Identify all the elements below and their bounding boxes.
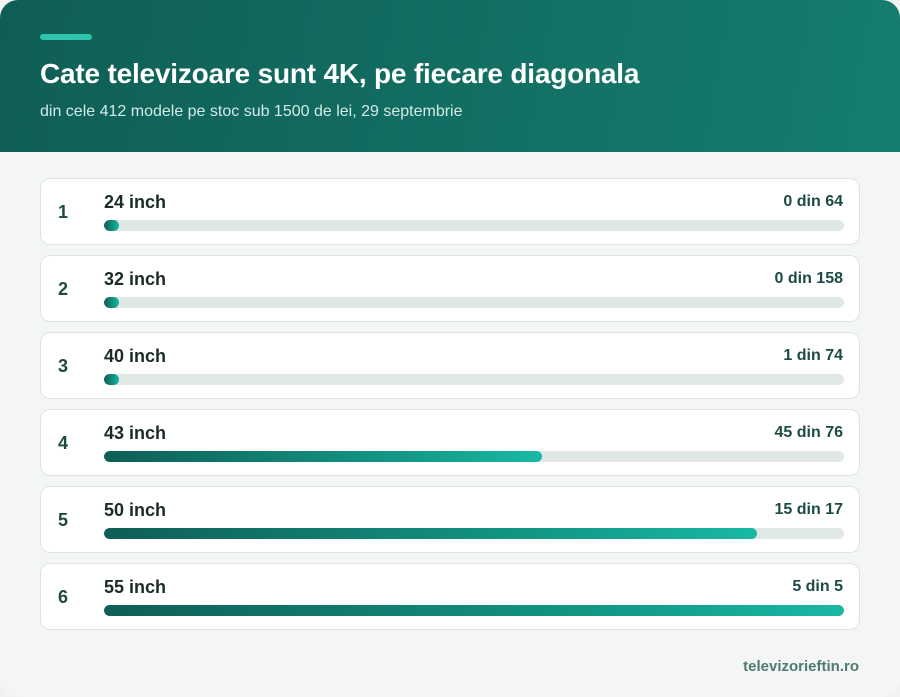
bar-track xyxy=(104,374,844,385)
source-label: televizorieftin.ro xyxy=(743,658,859,675)
category-label: 55 inch xyxy=(104,577,167,597)
value-label: 15 din 17 xyxy=(774,501,843,518)
bar-row: 5 50 inch 15 din 17 xyxy=(40,486,860,553)
header: Cate televizoare sunt 4K, pe fiecare dia… xyxy=(0,0,900,152)
rank-label: 2 xyxy=(58,279,69,299)
bar-track xyxy=(104,605,844,616)
bar-fill xyxy=(104,220,119,231)
value-label: 5 din 5 xyxy=(792,578,843,595)
bar-fill xyxy=(104,374,119,385)
value-label: 0 din 158 xyxy=(774,270,843,287)
bar-fill xyxy=(104,528,757,539)
category-label: 24 inch xyxy=(104,192,167,212)
rank-label: 6 xyxy=(58,587,69,607)
category-label: 43 inch xyxy=(104,423,167,443)
bar-row: 4 43 inch 45 din 76 xyxy=(40,409,860,476)
bar-row: 6 55 inch 5 din 5 xyxy=(40,563,860,630)
value-label: 0 din 64 xyxy=(783,193,843,210)
bar-fill xyxy=(104,605,844,616)
bar-row: 1 24 inch 0 din 64 xyxy=(40,178,860,245)
rank-label: 3 xyxy=(58,356,69,376)
bar-track xyxy=(104,451,844,462)
rank-label: 1 xyxy=(58,202,69,222)
bar-fill xyxy=(104,451,543,462)
rank-label: 5 xyxy=(58,510,69,530)
category-label: 32 inch xyxy=(104,269,167,289)
bar-rows: 1 24 inch 0 din 64 2 32 inch 0 din 158 3 40 inc… xyxy=(40,178,860,640)
bar-row: 2 32 inch 0 din 158 xyxy=(40,255,860,322)
rank-label: 4 xyxy=(58,433,69,453)
category-label: 40 inch xyxy=(104,346,167,366)
bar-fill xyxy=(104,297,119,308)
chart-title: Cate televizoare sunt 4K, pe fiecare dia… xyxy=(40,58,640,89)
chart-subtitle: din cele 412 modele pe stoc sub 1500 de … xyxy=(40,103,463,120)
bar-track xyxy=(104,528,844,539)
value-label: 1 din 74 xyxy=(783,347,843,364)
value-label: 45 din 76 xyxy=(774,424,843,441)
bar-track xyxy=(104,297,844,308)
bar-track xyxy=(104,220,844,231)
category-label: 50 inch xyxy=(104,500,167,520)
accent-bar xyxy=(40,34,92,40)
bar-row: 3 40 inch 1 din 74 xyxy=(40,332,860,399)
